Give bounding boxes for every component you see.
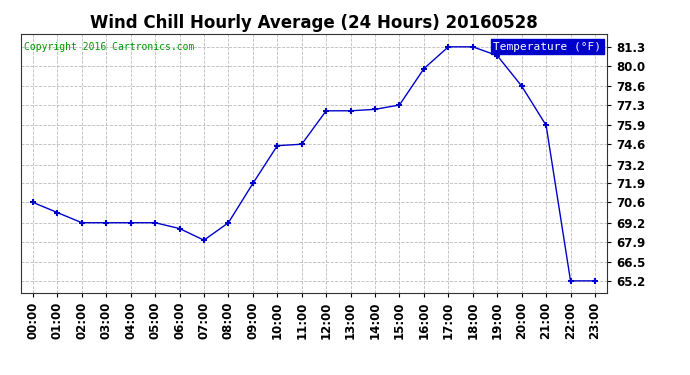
- Text: Copyright 2016 Cartronics.com: Copyright 2016 Cartronics.com: [23, 42, 194, 51]
- Title: Wind Chill Hourly Average (24 Hours) 20160528: Wind Chill Hourly Average (24 Hours) 201…: [90, 14, 538, 32]
- Text: Temperature (°F): Temperature (°F): [493, 42, 602, 51]
